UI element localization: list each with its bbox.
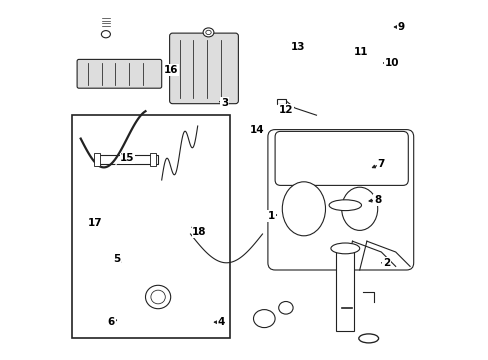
Text: 15: 15 (120, 153, 135, 163)
Ellipse shape (253, 310, 275, 328)
Text: 9: 9 (397, 22, 404, 32)
FancyBboxPatch shape (267, 130, 413, 270)
Bar (72, 115, 230, 338)
Bar (149, 153, 155, 166)
Text: 16: 16 (163, 65, 178, 75)
Text: 13: 13 (290, 42, 305, 52)
Ellipse shape (145, 285, 170, 309)
Ellipse shape (151, 290, 165, 304)
Text: 12: 12 (278, 105, 292, 115)
Ellipse shape (341, 187, 377, 230)
Text: 1: 1 (267, 211, 275, 221)
Text: 18: 18 (192, 227, 206, 237)
Ellipse shape (205, 30, 211, 35)
Ellipse shape (203, 28, 213, 37)
FancyBboxPatch shape (77, 59, 162, 88)
Ellipse shape (358, 334, 378, 343)
Text: 11: 11 (353, 47, 368, 57)
Text: 6: 6 (107, 317, 115, 327)
Ellipse shape (282, 182, 325, 236)
Text: 3: 3 (221, 98, 228, 108)
Text: 2: 2 (382, 258, 389, 268)
FancyBboxPatch shape (169, 33, 238, 104)
Text: 17: 17 (88, 218, 102, 228)
Text: 14: 14 (249, 125, 264, 135)
Ellipse shape (328, 200, 361, 211)
Text: 8: 8 (373, 195, 381, 205)
Bar (336, 252, 354, 331)
Ellipse shape (330, 243, 359, 254)
Bar (95, 155, 158, 164)
Ellipse shape (278, 302, 292, 314)
Bar (276, 99, 285, 104)
Text: 4: 4 (217, 317, 224, 327)
Text: 10: 10 (384, 58, 399, 68)
FancyBboxPatch shape (275, 131, 407, 185)
Bar (94, 153, 100, 166)
Text: 5: 5 (113, 254, 120, 264)
Text: 7: 7 (377, 159, 384, 169)
Ellipse shape (101, 31, 110, 38)
